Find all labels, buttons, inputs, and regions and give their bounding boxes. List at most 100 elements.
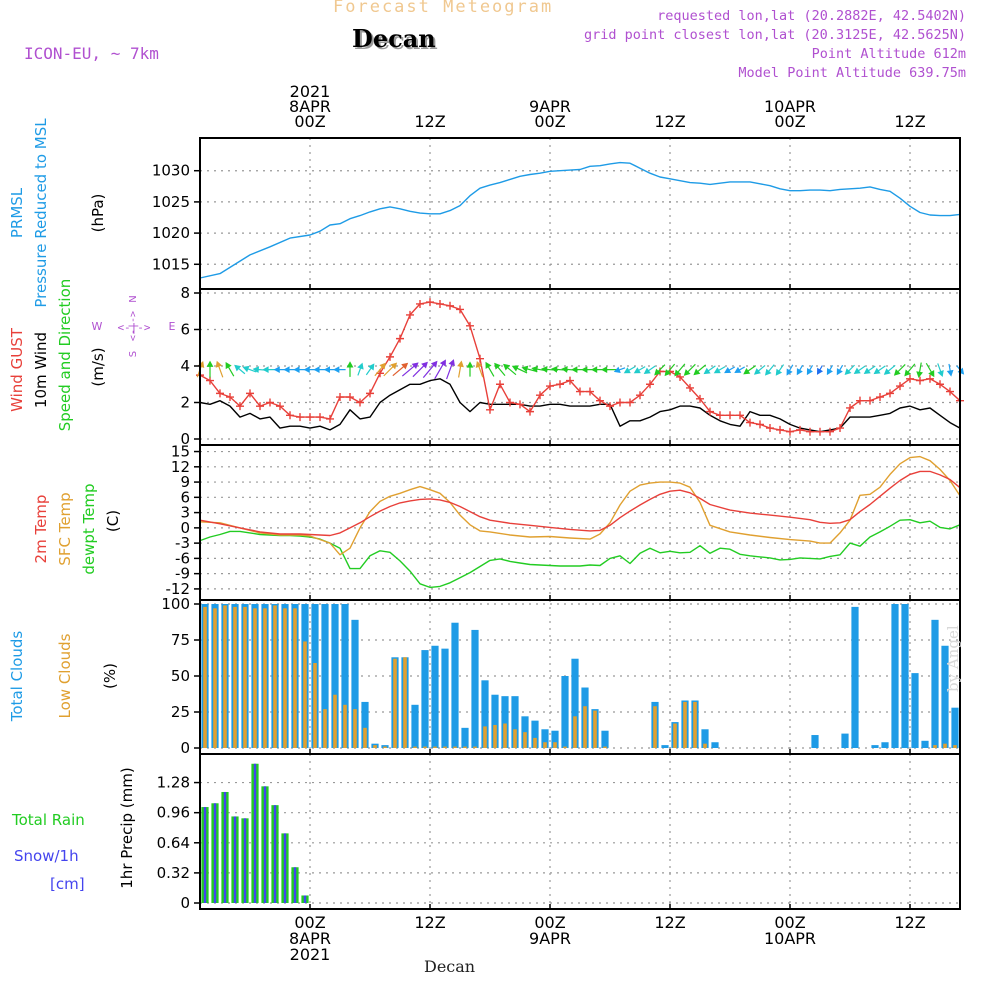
gust-marker xyxy=(706,407,714,416)
gust-marker xyxy=(776,425,784,434)
chart-title: Forecast Meteogram xyxy=(333,0,554,17)
time-label-bottom: 00Z xyxy=(534,913,565,932)
wind-arrow xyxy=(374,362,386,377)
label-low-clouds: Low Clouds xyxy=(56,633,74,718)
total-cloud-bar xyxy=(661,745,669,748)
location-title: Decan xyxy=(352,24,436,53)
gust-marker xyxy=(726,411,734,420)
low-cloud-bar xyxy=(303,641,307,748)
wind-arrow xyxy=(816,365,824,375)
gust-marker xyxy=(446,301,454,310)
wind-arrow xyxy=(623,366,636,374)
gust-marker xyxy=(566,376,574,385)
gust-marker xyxy=(466,321,474,330)
gust-marker xyxy=(746,418,754,427)
y-tick-label: 3 xyxy=(180,504,190,522)
label-prmsl: PRMSL xyxy=(8,187,26,238)
wind-arrow xyxy=(225,361,235,377)
wind-arrow xyxy=(693,364,707,376)
total-cloud-bar xyxy=(601,730,609,748)
total-cloud-bar xyxy=(321,604,329,748)
gust-marker xyxy=(236,402,244,411)
y-tick-label: 1025 xyxy=(152,193,190,211)
total-cloud-bar xyxy=(921,740,929,748)
wind-arrow xyxy=(946,363,954,377)
total-cloud-bar xyxy=(541,729,549,748)
gust-marker xyxy=(496,380,504,389)
low-cloud-bar xyxy=(263,608,267,748)
y-tick-label: 0 xyxy=(180,894,190,912)
gust-marker xyxy=(616,398,624,407)
wind-arrow xyxy=(904,363,916,377)
gust-marker xyxy=(876,393,884,402)
total-cloud-bar xyxy=(871,745,879,748)
gust-marker xyxy=(796,425,804,434)
low-cloud-bar xyxy=(433,746,437,748)
gust-marker xyxy=(306,413,314,422)
low-cloud-bar xyxy=(233,606,237,748)
ylabel-hpa: (hPa) xyxy=(89,194,107,233)
model-point-altitude: Model Point Altitude 639.75m xyxy=(738,65,966,81)
low-cloud-bar xyxy=(383,746,387,748)
gust-marker xyxy=(596,396,604,405)
low-cloud-bar xyxy=(683,701,687,748)
wind-arrow xyxy=(836,364,844,376)
low-cloud-bar xyxy=(533,737,537,748)
total-cloud-bar xyxy=(881,742,889,748)
total-cloud-bar xyxy=(471,629,479,748)
total-cloud-bar xyxy=(901,604,909,748)
footer-location: Decan xyxy=(424,957,476,976)
low-cloud-bar xyxy=(463,746,467,748)
total-cloud-bar xyxy=(351,619,359,748)
y-tick-label: 75 xyxy=(171,631,190,649)
y-tick-label: 1.28 xyxy=(157,774,190,792)
wind-arrow xyxy=(937,363,944,378)
wind-arrow xyxy=(215,360,224,378)
wind-arrow xyxy=(703,365,716,375)
low-cloud-bar xyxy=(473,746,477,748)
gust-marker xyxy=(586,387,594,396)
low-cloud-bar xyxy=(413,746,417,748)
y-tick-label: 2 xyxy=(180,394,190,412)
gust-marker xyxy=(486,405,494,414)
gust-marker xyxy=(326,414,334,423)
y-tick-label: 0.64 xyxy=(157,834,190,852)
gust-marker xyxy=(266,398,274,407)
wind-arrow xyxy=(613,366,626,373)
wind-arrow xyxy=(446,359,455,380)
low-cloud-bar xyxy=(503,723,507,748)
low-cloud-bar xyxy=(253,608,257,748)
gust-marker xyxy=(736,411,744,420)
gust-marker xyxy=(906,374,914,383)
wind-arrow xyxy=(434,359,446,380)
rain-bar-core xyxy=(303,895,307,903)
gust-marker xyxy=(386,352,394,361)
pressure-line xyxy=(199,161,961,279)
rain-bar-core xyxy=(253,763,257,903)
wind-arrow xyxy=(333,366,346,374)
total-cloud-bar xyxy=(491,694,499,748)
total-cloud-bar xyxy=(561,676,569,748)
compass-ew-arrow: <-|-> xyxy=(117,321,150,334)
wind-arrow xyxy=(734,366,745,373)
frame-layer xyxy=(194,137,961,910)
y-tick-label: 9 xyxy=(180,473,190,491)
panel-frame xyxy=(199,753,961,910)
time-label-top: 8APR xyxy=(289,97,331,116)
wind-arrow xyxy=(511,365,528,374)
gust-marker xyxy=(946,387,954,396)
low-cloud-bar xyxy=(393,658,397,748)
wind-arrow xyxy=(724,366,736,374)
gust-marker xyxy=(806,427,814,436)
y-tick-label: -6 xyxy=(175,549,190,567)
gust-marker xyxy=(246,389,254,398)
time-label-top: 00Z xyxy=(294,112,325,131)
gust-marker xyxy=(786,427,794,436)
point-altitude: Point Altitude 612m xyxy=(811,46,966,62)
low-cloud-bar xyxy=(323,709,327,748)
low-cloud-bar xyxy=(353,709,357,748)
sfc-temp-line xyxy=(199,455,961,556)
low-cloud-bar xyxy=(403,657,407,748)
wind-arrow xyxy=(873,365,886,375)
gust-marker xyxy=(456,305,464,314)
